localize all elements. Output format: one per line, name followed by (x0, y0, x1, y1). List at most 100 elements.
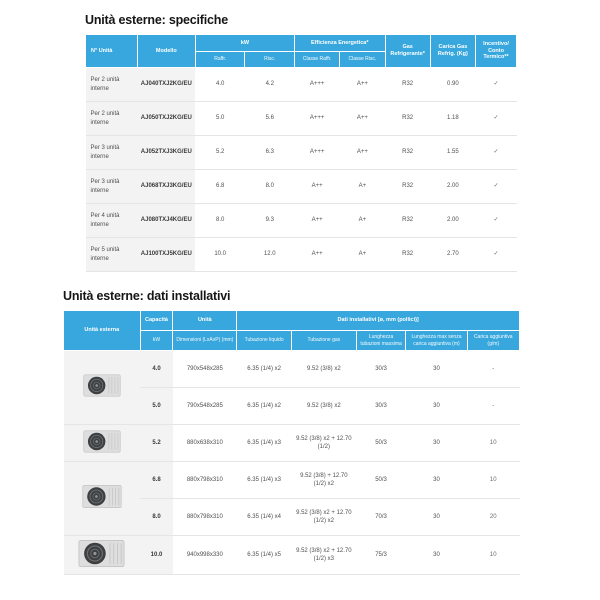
cell-modello: AJ068TXJ3KG/EU (137, 169, 196, 204)
cell-classe-raffreddamento: A+++ (294, 67, 340, 102)
cell-tubazione-gas: 9.52 (3/8) x2 + 12.70 (1/2) (291, 424, 357, 462)
cell-lunghezza-max-senza-carica: 30 (405, 461, 468, 499)
cell-gas-refrigerante: R32 (385, 135, 431, 170)
install-table-row: 5.2 880x638x310 6.35 (1/4) x3 9.52 (3/8)… (63, 424, 520, 462)
cell-gas-refrigerante: R32 (385, 67, 431, 102)
cell-tubazione-liquido: 6.35 (1/4) x3 (236, 461, 292, 499)
cell-lunghezza-tubazioni: 75/3 (356, 535, 406, 576)
cell-tubazione-liquido: 6.35 (1/4) x4 (236, 498, 292, 536)
cell-kw-raffreddamento: 5.2 (195, 135, 245, 170)
subheader-risc: Risc. (244, 51, 296, 68)
cell-modello: AJ052TXJ3KG/EU (137, 135, 196, 170)
cell-tubazione-gas: 9.52 (3/8) x2 + 12.70 (1/2) x3 (291, 535, 357, 576)
cell-kw-raffreddamento: 4.0 (195, 67, 245, 102)
header-carica-gas: Carica Gas Refrig. (Kg) (429, 34, 477, 68)
install-table-row: 8.0 880x798x310 6.35 (1/4) x4 9.52 (3/8)… (64, 498, 520, 536)
specs-table-body: Per 2 unità interne AJ040TXJ2KG/EU 4.0 4… (85, 67, 517, 272)
cell-classe-raffreddamento: A++ (294, 203, 340, 238)
cell-tubazione-gas: 9.52 (3/8) + 12.70 (1/2) x2 (291, 461, 357, 499)
cell-kw-raffreddamento: 5.0 (195, 101, 245, 136)
cell-kw-raffreddamento: 6.8 (195, 169, 245, 204)
cell-lunghezza-tubazioni: 70/3 (356, 498, 406, 536)
specs-table-row: Per 4 unità interne AJ080TXJ4KG/EU 8.0 9… (85, 203, 517, 238)
cell-carica-aggiuntiva: - (467, 350, 520, 388)
cell-incentivo-checkmark: ✓ (475, 67, 517, 102)
cell-modello: AJ040TXJ2KG/EU (137, 67, 196, 102)
cell-incentivo-checkmark: ✓ (475, 237, 517, 272)
cell-gas-refrigerante: R32 (385, 101, 431, 136)
cell-n-unita: Per 4 unità interne (85, 203, 138, 238)
cell-classe-riscaldamento: A+ (339, 237, 386, 272)
cell-capacita: 8.0 (140, 498, 173, 536)
subheader-raffr: Raffr. (194, 51, 246, 68)
header-capacita: Capacità (139, 310, 174, 331)
cell-classe-raffreddamento: A++ (294, 169, 340, 204)
cell-kw-raffreddamento: 8.0 (195, 203, 245, 238)
cell-tubazione-liquido: 6.35 (1/4) x2 (236, 350, 292, 388)
cell-gas-refrigerante: R32 (385, 169, 431, 204)
cell-carica-gas: 1.55 (430, 135, 476, 170)
cell-classe-raffreddamento: A+++ (294, 101, 340, 136)
cell-kw-riscaldamento: 4.2 (244, 67, 295, 102)
cell-carica-gas: 0.90 (430, 67, 476, 102)
install-table-row: 6.8 880x798x310 6.35 (1/4) x3 9.52 (3/8)… (63, 461, 520, 536)
cell-capacita: 6.8 (140, 461, 173, 499)
cell-carica-aggiuntiva: 10 (467, 424, 520, 462)
cell-capacita: 10.0 (140, 535, 173, 576)
cell-classe-riscaldamento: A+ (339, 169, 386, 204)
header-unita-esterna: Unità esterna (63, 310, 141, 351)
cell-carica-gas: 1.18 (430, 101, 476, 136)
cell-lunghezza-tubazioni: 50/3 (356, 424, 406, 462)
install-table-header: Unità esterna Capacità Unità Dati instal… (63, 310, 521, 351)
header-group-kw: kW (194, 34, 296, 52)
cell-dimensioni: 790x548x285 (172, 387, 237, 425)
cell-tubazione-liquido: 6.35 (1/4) x5 (236, 535, 292, 576)
header-unita: Unità (172, 310, 238, 331)
header-gas-refrigerante: Gas Refrigerante* (384, 34, 431, 68)
cell-n-unita: Per 5 unità interne (85, 237, 138, 272)
cell-kw-riscaldamento: 12.0 (244, 237, 295, 272)
cell-n-unita: Per 3 unità interne (85, 169, 138, 204)
cell-modello: AJ100TXJ5KG/EU (137, 237, 196, 272)
cell-carica-aggiuntiva: 10 (467, 461, 520, 499)
cell-kw-riscaldamento: 5.6 (244, 101, 295, 136)
cell-lunghezza-max-senza-carica: 30 (405, 498, 468, 536)
section-title-specifiche: Unità esterne: specifiche (85, 13, 228, 27)
cell-dimensioni: 940x998x330 (172, 535, 237, 576)
outdoor-unit-image (82, 485, 122, 509)
cell-n-unita: Per 3 unità interne (85, 135, 138, 170)
subheader-lunghezza-tubazioni: Lunghezza tubazioni massima (355, 330, 407, 351)
cell-incentivo-checkmark: ✓ (475, 135, 517, 170)
specs-table-row: Per 3 unità interne AJ068TXJ3KG/EU 6.8 8… (85, 169, 517, 204)
cell-classe-riscaldamento: A++ (339, 135, 386, 170)
cell-classe-riscaldamento: A+ (339, 203, 386, 238)
outdoor-unit-image (83, 375, 121, 397)
cell-classe-raffreddamento: A++ (294, 237, 340, 272)
cell-kw-riscaldamento: 9.3 (244, 203, 295, 238)
subheader-kw: kW (139, 330, 174, 351)
cell-lunghezza-tubazioni: 50/3 (356, 461, 406, 499)
install-table-row: 10.0 940x998x330 6.35 (1/4) x5 9.52 (3/8… (63, 535, 520, 576)
install-table-row: 5.0 790x548x285 6.35 (1/4) x2 9.52 (3/8)… (64, 387, 520, 425)
specs-table-row: Per 3 unità interne AJ052TXJ3KG/EU 5.2 6… (85, 135, 517, 170)
specs-table-row: Per 2 unità interne AJ050TXJ2KG/EU 5.0 5… (85, 101, 517, 136)
cell-tubazione-gas: 9.52 (3/8) x2 + 12.70 (1/2) x2 (291, 498, 357, 536)
cell-modello: AJ080TXJ4KG/EU (137, 203, 196, 238)
subheader-tubazione-liquido: Tubazione liquido (236, 330, 292, 351)
cell-lunghezza-max-senza-carica: 30 (405, 387, 468, 425)
cell-modello: AJ050TXJ2KG/EU (137, 101, 196, 136)
cell-carica-gas: 2.00 (430, 203, 476, 238)
outdoor-unit-photo-cell (63, 424, 141, 462)
cell-carica-aggiuntiva: 20 (467, 498, 520, 536)
header-incentivo: Incentivo/ Conto Termico** (475, 34, 517, 68)
cell-gas-refrigerante: R32 (385, 237, 431, 272)
cell-lunghezza-tubazioni: 30/3 (356, 350, 406, 388)
cell-lunghezza-max-senza-carica: 30 (405, 424, 468, 462)
cell-carica-aggiuntiva: 10 (467, 535, 520, 576)
subheader-dimensioni: Dimensioni (LxAxP) (mm) (172, 330, 238, 351)
cell-tubazione-gas: 9.52 (3/8) x2 (291, 387, 357, 425)
subheader-tubazione-gas: Tubazione gas (290, 330, 357, 351)
cell-incentivo-checkmark: ✓ (475, 203, 517, 238)
cell-dimensioni: 880x798x310 (172, 461, 237, 499)
